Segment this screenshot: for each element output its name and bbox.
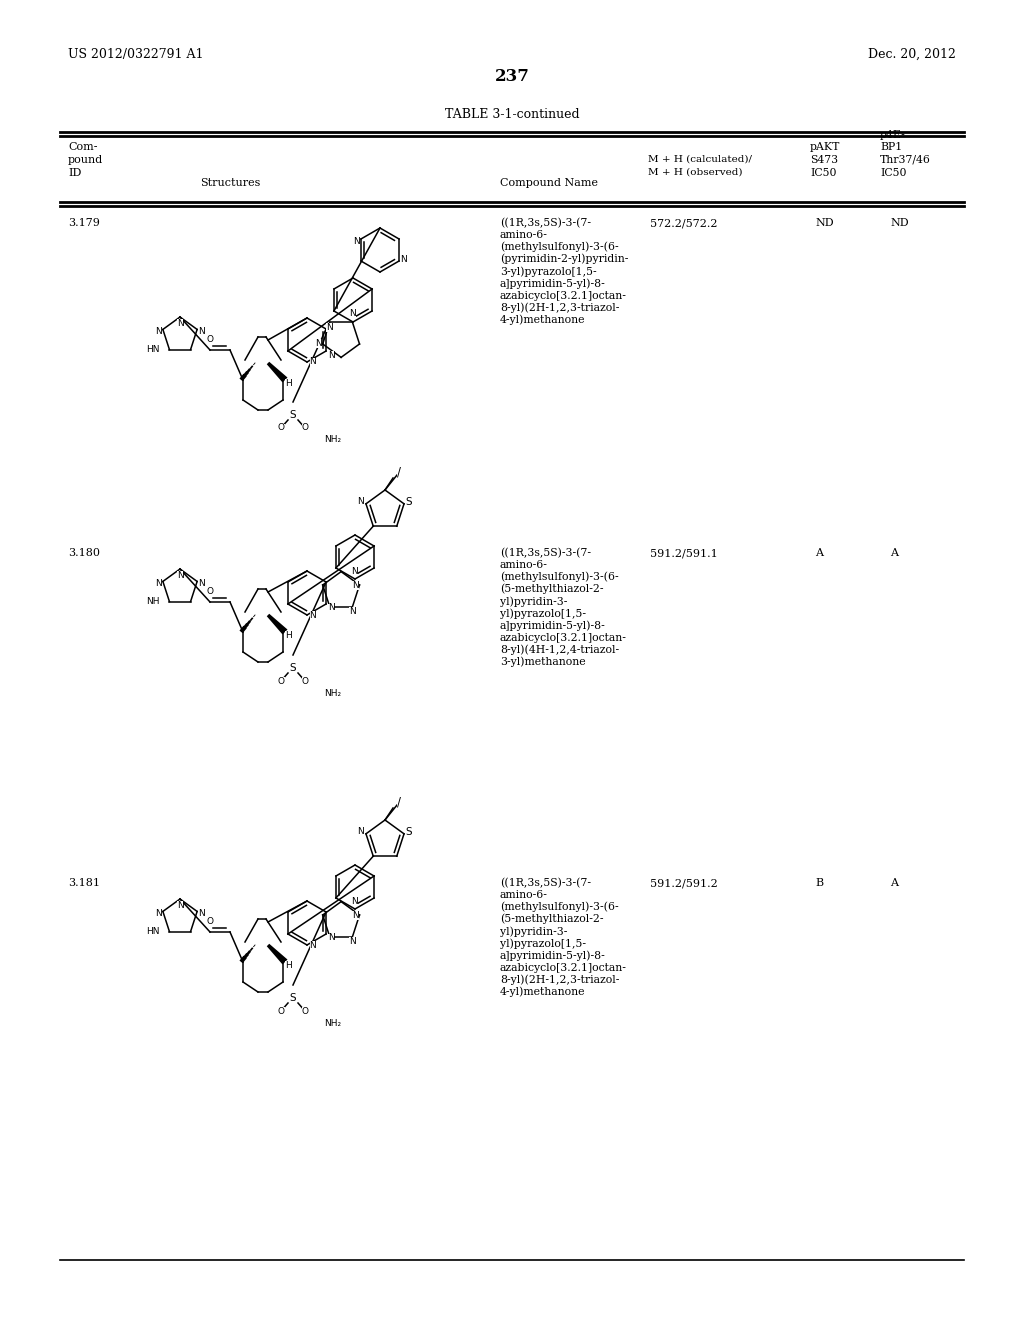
Text: ND: ND: [890, 218, 908, 228]
Text: O: O: [301, 424, 308, 433]
Text: M + H (calculated)/: M + H (calculated)/: [648, 154, 752, 164]
Text: B: B: [815, 878, 823, 888]
Text: 591.2/591.1: 591.2/591.1: [650, 548, 718, 558]
Text: HN: HN: [145, 927, 160, 936]
Text: NH₂: NH₂: [325, 689, 342, 697]
Polygon shape: [267, 362, 288, 383]
Text: N: N: [156, 579, 162, 587]
Text: /: /: [397, 466, 401, 479]
Text: ND: ND: [815, 218, 834, 228]
Text: N: N: [309, 358, 316, 367]
Text: Structures: Structures: [200, 178, 260, 187]
Text: N: N: [353, 236, 360, 246]
Polygon shape: [267, 944, 288, 965]
Text: N: N: [315, 339, 323, 348]
Text: TABLE 3-1-continued: TABLE 3-1-continued: [444, 108, 580, 121]
Text: Compound Name: Compound Name: [500, 178, 598, 187]
Text: US 2012/0322791 A1: US 2012/0322791 A1: [68, 48, 204, 61]
Text: 3.181: 3.181: [68, 878, 100, 888]
Text: NH₂: NH₂: [325, 1019, 342, 1027]
Text: N: N: [328, 933, 335, 942]
Text: /: /: [397, 796, 401, 808]
Text: N: N: [309, 610, 316, 619]
Text: ((1R,3s,5S)-3-(7-
amino-6-
(methylsulfonyl)-3-(6-
(5-methylthiazol-2-
yl)pyridin: ((1R,3s,5S)-3-(7- amino-6- (methylsulfon…: [500, 548, 627, 668]
Text: N: N: [198, 327, 205, 335]
Text: 3.179: 3.179: [68, 218, 100, 228]
Text: N: N: [357, 498, 365, 507]
Text: N: N: [351, 566, 358, 576]
Text: N: N: [156, 909, 162, 917]
Text: NH: NH: [145, 597, 160, 606]
Polygon shape: [267, 614, 288, 635]
Text: O: O: [301, 676, 308, 685]
Text: ID: ID: [68, 168, 81, 178]
Text: N: N: [328, 351, 335, 359]
Text: H: H: [285, 379, 292, 388]
Text: N: N: [399, 255, 407, 264]
Text: N: N: [176, 570, 183, 579]
Text: N: N: [351, 896, 358, 906]
Text: BP1: BP1: [880, 143, 902, 152]
Text: N: N: [309, 940, 316, 949]
Text: 3.180: 3.180: [68, 548, 100, 558]
Text: O: O: [301, 1006, 308, 1015]
Text: S: S: [290, 411, 296, 420]
Text: Com-: Com-: [68, 143, 97, 152]
Text: M + H (observed): M + H (observed): [648, 168, 742, 177]
Text: S473: S473: [810, 154, 838, 165]
Text: N: N: [349, 937, 356, 946]
Text: N: N: [156, 327, 162, 335]
Text: pound: pound: [68, 154, 103, 165]
Text: N: N: [198, 579, 205, 587]
Text: 591.2/591.2: 591.2/591.2: [650, 878, 718, 888]
Text: O: O: [278, 676, 285, 685]
Text: O: O: [278, 1006, 285, 1015]
Text: p4E-: p4E-: [880, 129, 906, 140]
Text: N: N: [352, 581, 358, 590]
Text: S: S: [406, 826, 413, 837]
Text: O: O: [207, 587, 213, 597]
Text: A: A: [890, 878, 898, 888]
Text: 237: 237: [495, 69, 529, 84]
Text: A: A: [815, 548, 823, 558]
Text: N: N: [327, 323, 333, 331]
Text: pAKT: pAKT: [810, 143, 841, 152]
Text: IC50: IC50: [810, 168, 837, 178]
Text: IC50: IC50: [880, 168, 906, 178]
Text: O: O: [278, 424, 285, 433]
Text: N: N: [352, 911, 358, 920]
Text: A: A: [890, 548, 898, 558]
Text: HN: HN: [145, 345, 160, 354]
Text: Thr37/46: Thr37/46: [880, 154, 931, 165]
Text: O: O: [207, 335, 213, 345]
Text: N: N: [349, 607, 356, 616]
Text: H: H: [285, 631, 292, 639]
Text: ((1R,3s,5S)-3-(7-
amino-6-
(methylsulfonyl)-3-(6-
(5-methylthiazol-2-
yl)pyridin: ((1R,3s,5S)-3-(7- amino-6- (methylsulfon…: [500, 878, 627, 998]
Text: NH₂: NH₂: [325, 436, 342, 445]
Text: N: N: [176, 900, 183, 909]
Text: ((1R,3s,5S)-3-(7-
amino-6-
(methylsulfonyl)-3-(6-
(pyrimidin-2-yl)pyridin-
3-yl): ((1R,3s,5S)-3-(7- amino-6- (methylsulfon…: [500, 218, 629, 325]
Text: 572.2/572.2: 572.2/572.2: [650, 218, 718, 228]
Text: N: N: [198, 909, 205, 917]
Text: S: S: [406, 496, 413, 507]
Text: H: H: [285, 961, 292, 969]
Text: N: N: [176, 318, 183, 327]
Text: N: N: [328, 603, 335, 612]
Text: S: S: [290, 993, 296, 1003]
Text: N: N: [357, 828, 365, 837]
Text: N: N: [349, 309, 356, 318]
Text: O: O: [207, 917, 213, 927]
Text: Dec. 20, 2012: Dec. 20, 2012: [868, 48, 956, 61]
Text: S: S: [290, 663, 296, 673]
